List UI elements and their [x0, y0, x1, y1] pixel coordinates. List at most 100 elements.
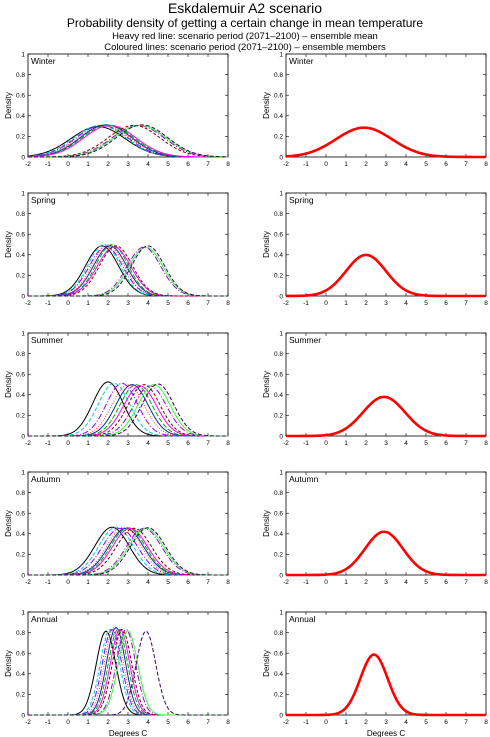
- x-tick-label: 5: [424, 719, 428, 726]
- x-tick-label: 4: [404, 440, 408, 447]
- x-tick-label: -2: [25, 719, 31, 726]
- y-tick-label: 0.4: [16, 113, 25, 120]
- x-tick-label: -1: [303, 579, 309, 586]
- x-tick-label: 2: [364, 161, 368, 168]
- x-tick-label: 7: [464, 161, 468, 168]
- x-tick-label: 1: [344, 161, 348, 168]
- axes-frame: [285, 471, 487, 576]
- x-tick-label: 5: [166, 440, 170, 447]
- x-tick-label: 2: [106, 719, 110, 726]
- mean-panel-summer: -2 -1 0 1 2 3 4 5 6 7 8 0 0.2 0.4 0.6 0.8 1 Density Summer: [262, 330, 488, 447]
- member-curve: [28, 245, 228, 297]
- x-tick-label: 7: [206, 719, 210, 726]
- x-tick-label: -1: [45, 579, 51, 586]
- y-tick-label: 0: [279, 293, 283, 300]
- member-curve: [28, 630, 228, 716]
- x-tick-label: 4: [146, 161, 150, 168]
- x-tick-label: 7: [464, 579, 468, 586]
- x-tick-label: -1: [303, 161, 309, 168]
- x-tick-label: 5: [166, 579, 170, 586]
- y-tick-label: 0.6: [16, 651, 25, 658]
- y-tick-label: 0.6: [16, 511, 25, 518]
- x-tick-label: 0: [324, 161, 328, 168]
- x-tick-label: -2: [283, 719, 289, 726]
- x-tick-label: -2: [25, 300, 31, 307]
- y-tick-label: 0.8: [274, 351, 283, 358]
- x-tick-label: 8: [226, 719, 230, 726]
- member-curve: [28, 527, 228, 576]
- member-curve: [27, 124, 228, 158]
- panel-label: Summer: [31, 335, 63, 345]
- x-tick-label: 6: [444, 579, 448, 586]
- x-tick-label: 1: [86, 440, 90, 447]
- y-tick-label: 0.8: [274, 72, 283, 79]
- x-tick-label: 8: [226, 300, 230, 307]
- x-tick-label: 1: [344, 719, 348, 726]
- member-curve: [28, 124, 229, 158]
- member-curve: [28, 630, 228, 716]
- x-tick-label: -2: [283, 161, 289, 168]
- member-curve: [28, 245, 228, 297]
- ensemble-mean-note: Heavy red line: scenario period (2071–21…: [112, 31, 378, 42]
- x-tick-label: 7: [464, 300, 468, 307]
- x-tick-label: 5: [424, 579, 428, 586]
- x-tick-label: 0: [66, 300, 70, 307]
- x-tick-label: 8: [484, 161, 488, 168]
- y-tick-label: 0.4: [274, 531, 283, 538]
- member-curve: [28, 244, 228, 297]
- x-tick-label: 0: [66, 440, 70, 447]
- x-tick-label: -1: [45, 300, 51, 307]
- x-tick-label: 2: [106, 440, 110, 447]
- x-tick-label: -2: [25, 579, 31, 586]
- x-tick-label: 3: [126, 440, 130, 447]
- x-tick-label: 4: [146, 300, 150, 307]
- mean-panel-autumn: -2 -1 0 1 2 3 4 5 6 7 8 0 0.2 0.4 0.6 0.8 1 Density Autumn: [262, 469, 488, 586]
- x-tick-label: 1: [344, 440, 348, 447]
- x-tick-label: 5: [166, 719, 170, 726]
- x-tick-label: 8: [484, 579, 488, 586]
- x-tick-label: 2: [364, 579, 368, 586]
- y-tick-label: 0.4: [16, 252, 25, 259]
- y-tick-label: 0.8: [16, 351, 25, 358]
- y-tick-label: 1: [21, 469, 25, 476]
- x-tick-label: 8: [226, 579, 230, 586]
- y-tick-label: 0.2: [16, 134, 25, 141]
- x-tick-label: 6: [186, 440, 190, 447]
- panel-label: Spring: [289, 195, 314, 205]
- x-tick-label: 2: [106, 300, 110, 307]
- x-tick-label: -1: [303, 719, 309, 726]
- y-tick-label: 0.8: [16, 490, 25, 497]
- panel-label: Autumn: [31, 474, 61, 484]
- y-tick-label: 0: [279, 433, 283, 440]
- x-tick-label: 1: [344, 579, 348, 586]
- y-tick-label: 0.8: [16, 630, 25, 637]
- y-tick-label: 1: [21, 609, 25, 616]
- member-curve: [28, 384, 228, 437]
- y-tick-label: 0.4: [274, 392, 283, 399]
- member-curve: [28, 124, 228, 158]
- member-curve: [28, 385, 228, 437]
- x-tick-label: 4: [404, 161, 408, 168]
- panel-label: Spring: [31, 195, 56, 205]
- y-tick-label: 0.2: [16, 552, 25, 559]
- y-tick-label: 0.2: [274, 134, 283, 141]
- member-curve: [28, 527, 228, 576]
- x-tick-label: 1: [86, 719, 90, 726]
- member-curve: [28, 628, 228, 716]
- members-panel-summer: -2 -1 0 1 2 3 4 5 6 7 8 0 0.2 0.4 0.6 0.8 1 Density Summer: [4, 330, 230, 447]
- y-tick-label: 0.6: [16, 93, 25, 100]
- y-axis-label: Density: [262, 92, 271, 119]
- y-tick-label: 1: [21, 51, 25, 58]
- panel-label: Autumn: [289, 474, 319, 484]
- x-tick-label: 4: [404, 300, 408, 307]
- member-curve: [28, 244, 228, 297]
- x-tick-label: 5: [424, 300, 428, 307]
- x-tick-label: 0: [66, 579, 70, 586]
- x-tick-label: 3: [384, 300, 388, 307]
- x-tick-label: 8: [484, 719, 488, 726]
- x-tick-label: 6: [186, 300, 190, 307]
- x-tick-label: 8: [484, 300, 488, 307]
- x-tick-label: 3: [384, 161, 388, 168]
- y-tick-label: 0.4: [274, 671, 283, 678]
